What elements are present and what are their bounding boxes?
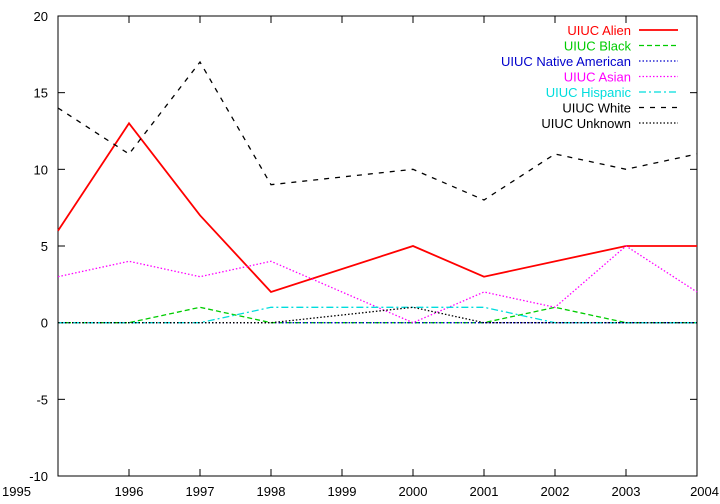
- x-tick-label: 2004: [690, 484, 719, 499]
- y-tick-label: 0: [41, 316, 48, 331]
- x-tick-label: 1996: [115, 484, 144, 499]
- legend-label: UIUC Unknown: [541, 116, 631, 131]
- series-line-uiuc-unknown: [58, 306, 697, 324]
- series-line-uiuc-hispanic: [58, 306, 697, 324]
- legend-label: UIUC White: [562, 101, 631, 116]
- y-tick-label: 5: [41, 239, 48, 254]
- legend-label: UIUC Black: [564, 39, 632, 54]
- axis-ticks: -10 -5 0 5 10 15 20 1995 1996 1997 1998 1999 2000 200…: [2, 9, 719, 499]
- y-tick-label: 10: [34, 162, 48, 177]
- y-tick-label: -10: [29, 469, 48, 484]
- legend-label: UIUC Hispanic: [546, 85, 632, 100]
- x-tick-label: 1998: [257, 484, 286, 499]
- x-tick-label: 1997: [186, 484, 215, 499]
- series-line-uiuc-asian: [57, 245, 698, 324]
- series-lines: [57, 60, 698, 324]
- y-tick-label: -5: [36, 392, 48, 407]
- x-tick-label: 2001: [470, 484, 499, 499]
- series-line-uiuc-white: [57, 60, 698, 201]
- x-tick-label: 2003: [612, 484, 641, 499]
- x-tick-label: 1999: [328, 484, 357, 499]
- legend-label: UIUC Alien: [567, 23, 631, 38]
- legend-label: UIUC Native American: [501, 54, 631, 69]
- y-tick-label: 15: [34, 86, 48, 101]
- x-tick-label: 1995: [2, 484, 31, 499]
- y-tick-label: 20: [34, 9, 48, 24]
- legend-label: UIUC Asian: [564, 70, 631, 85]
- x-tick-label: 2002: [541, 484, 570, 499]
- series-line-uiuc-black: [58, 306, 697, 324]
- x-tick-label: 2000: [399, 484, 428, 499]
